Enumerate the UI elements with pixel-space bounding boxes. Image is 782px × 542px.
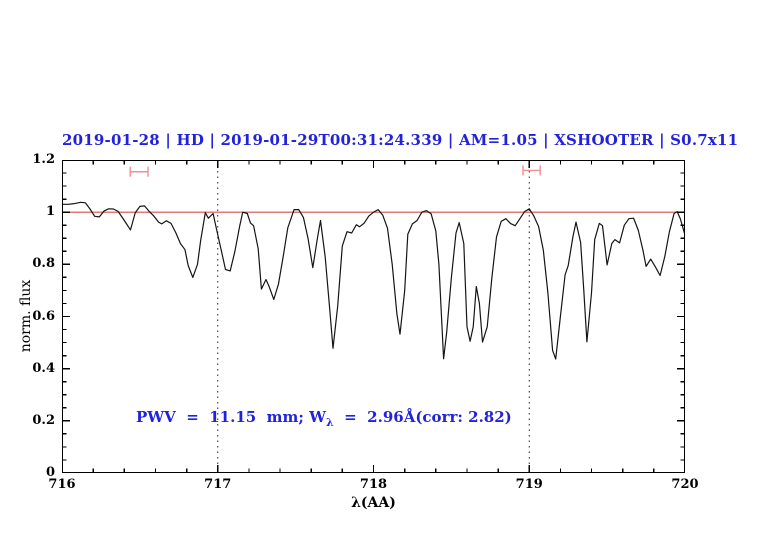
spectrum-curve bbox=[62, 201, 685, 360]
range-marker bbox=[522, 165, 541, 176]
x-tick-label: 717 bbox=[204, 477, 232, 492]
pwv-annotation-suffix: = 2.96Å(corr: 2.82) bbox=[333, 408, 512, 426]
y-tick-label: 0 bbox=[45, 465, 55, 480]
pwv-annotation-prefix: PWV = 11.15 mm; W bbox=[136, 408, 326, 426]
range-marker bbox=[129, 166, 149, 177]
x-tick-label: 719 bbox=[515, 477, 543, 492]
y-tick-label: 1.2 bbox=[32, 152, 55, 167]
y-tick-label: 0.2 bbox=[32, 412, 55, 428]
spectrum-plot-canvas bbox=[62, 160, 685, 473]
y-tick-label: 0.4 bbox=[32, 360, 55, 376]
y-tick-label: 0.8 bbox=[32, 256, 55, 272]
pwv-annotation: PWV = 11.15 mm; Wλ = 2.96Å(corr: 2.82) bbox=[136, 408, 512, 429]
y-tick-label: 1 bbox=[45, 204, 55, 220]
x-tick-label: 718 bbox=[359, 477, 388, 492]
y-tick-label: 0.6 bbox=[32, 308, 55, 324]
x-axis-label: λ(AA) bbox=[351, 495, 396, 511]
x-tick-label: 720 bbox=[671, 477, 699, 492]
pwv-annotation-lambda-subscript: λ bbox=[325, 416, 334, 429]
plot-title: 2019-01-28 | HD | 2019-01-29T00:31:24.33… bbox=[62, 131, 739, 149]
x-tick-label: 716 bbox=[48, 477, 76, 492]
